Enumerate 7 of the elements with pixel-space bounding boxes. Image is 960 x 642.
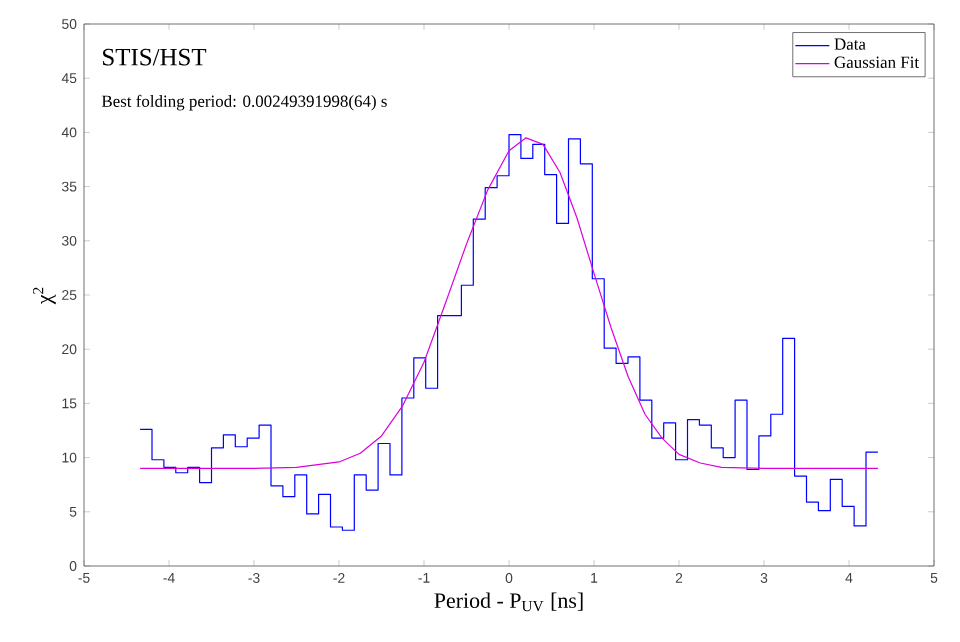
line-series xyxy=(139,137,879,470)
text: Best folding period: 0.00249391998(64) s xyxy=(101,94,387,111)
x-axis-title: Period - P$_{UV}$ [ns] xyxy=(434,592,583,612)
y-axis-title: χ$^{2}$ xyxy=(33,287,56,305)
legend-label: Data xyxy=(834,38,866,50)
text: STIS/HST xyxy=(103,48,207,66)
legend-label: Gaussian Fit xyxy=(834,56,920,68)
